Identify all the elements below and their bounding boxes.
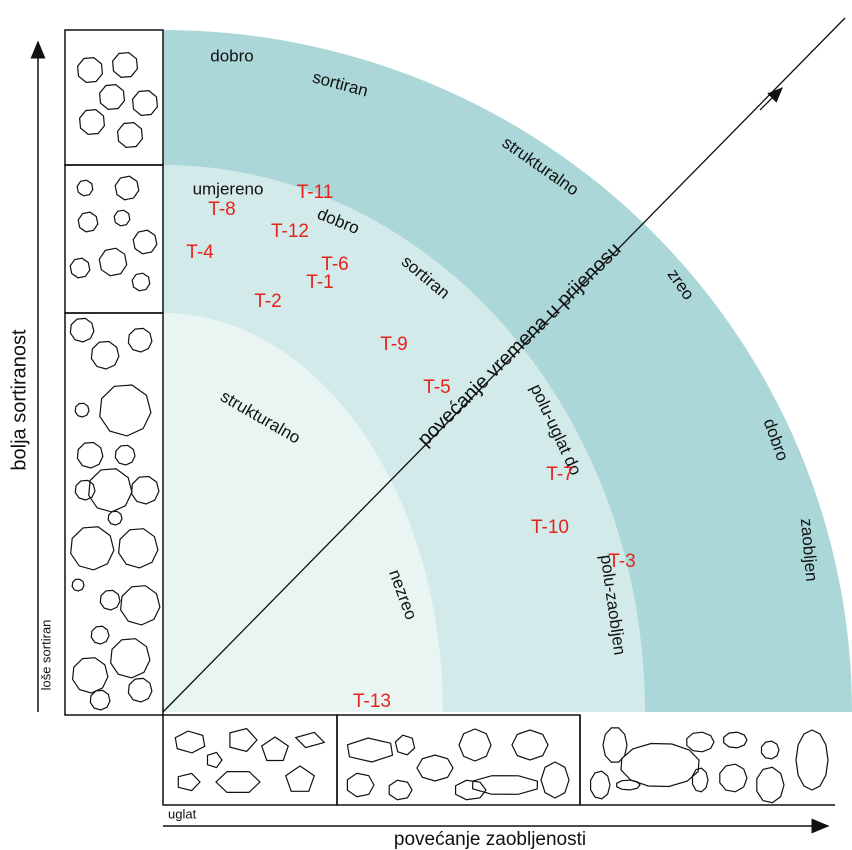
grain bbox=[795, 729, 829, 791]
grain bbox=[77, 211, 99, 233]
sample-label: T-13 bbox=[353, 691, 391, 712]
grain bbox=[69, 317, 95, 343]
grain bbox=[99, 589, 121, 611]
grain bbox=[90, 340, 120, 370]
grain bbox=[114, 175, 140, 201]
sample-label: T-12 bbox=[271, 221, 309, 242]
grain bbox=[127, 677, 153, 703]
grain bbox=[616, 779, 641, 791]
grain bbox=[540, 761, 570, 799]
y-note: loše sortiran bbox=[38, 620, 53, 691]
grain bbox=[455, 779, 487, 801]
grain bbox=[98, 83, 126, 111]
diagonal-arrow bbox=[759, 87, 783, 111]
sample-label: T-6 bbox=[321, 254, 348, 275]
grain bbox=[71, 578, 85, 592]
sample-label: T-9 bbox=[380, 334, 407, 355]
grain bbox=[76, 56, 104, 84]
sample-label: T-7 bbox=[546, 464, 573, 485]
grain bbox=[119, 585, 161, 626]
sample-label: T-5 bbox=[423, 377, 450, 398]
grain bbox=[74, 479, 96, 501]
sample-label: T-11 bbox=[297, 182, 334, 203]
grain bbox=[71, 657, 109, 694]
sample-label: T-8 bbox=[208, 199, 235, 220]
grain bbox=[229, 727, 258, 753]
grain bbox=[69, 257, 91, 279]
x-label: povećanje zaobljenosti bbox=[394, 829, 586, 850]
grain bbox=[78, 108, 106, 136]
grain bbox=[691, 767, 709, 793]
grain bbox=[107, 510, 123, 526]
grain bbox=[388, 779, 413, 801]
grain bbox=[284, 765, 316, 792]
grain bbox=[760, 740, 780, 760]
grain bbox=[458, 728, 492, 762]
grain bbox=[686, 731, 715, 753]
sample-label: T-1 bbox=[306, 272, 333, 293]
grain bbox=[620, 742, 700, 788]
sample-label: T-2 bbox=[254, 291, 281, 312]
grain bbox=[131, 89, 159, 117]
diagonal-line bbox=[162, 17, 846, 713]
zone-label: dobro bbox=[210, 46, 253, 65]
grain bbox=[589, 770, 611, 800]
grain bbox=[215, 770, 261, 794]
grain-shapes bbox=[69, 51, 829, 804]
grain bbox=[74, 402, 90, 418]
sample-label: T-4 bbox=[186, 242, 214, 263]
grain bbox=[111, 51, 139, 79]
grain bbox=[206, 751, 223, 769]
sample-label: T-3 bbox=[608, 551, 635, 572]
grain bbox=[117, 528, 159, 569]
grain bbox=[174, 730, 206, 754]
grain bbox=[346, 737, 394, 763]
sample-label: T-10 bbox=[531, 517, 569, 538]
zone-label: umjereno bbox=[193, 179, 264, 198]
grain bbox=[127, 327, 153, 353]
grain bbox=[116, 121, 144, 149]
grain bbox=[511, 729, 549, 761]
grain bbox=[113, 209, 131, 227]
grain bbox=[132, 229, 158, 255]
grain bbox=[88, 468, 133, 513]
grain bbox=[76, 441, 104, 469]
grain bbox=[260, 736, 290, 762]
grain bbox=[131, 272, 151, 292]
grain bbox=[98, 247, 128, 277]
grain bbox=[76, 179, 94, 197]
grain bbox=[70, 526, 115, 571]
grain bbox=[346, 772, 375, 798]
grain bbox=[177, 772, 201, 792]
grain bbox=[99, 384, 152, 437]
grain bbox=[294, 731, 326, 749]
grain bbox=[130, 475, 160, 505]
x-note: uglat bbox=[168, 806, 197, 821]
inner-zone bbox=[163, 313, 443, 712]
y-label: bolja sortiranost bbox=[8, 329, 30, 471]
grain bbox=[114, 444, 136, 466]
grain bbox=[602, 727, 628, 763]
grain bbox=[109, 638, 151, 679]
grain bbox=[394, 734, 416, 756]
grain bbox=[723, 731, 748, 749]
grain bbox=[90, 625, 110, 645]
frames bbox=[64, 29, 835, 806]
grain bbox=[89, 689, 111, 711]
grain bbox=[756, 766, 785, 804]
grain bbox=[416, 754, 454, 782]
grain bbox=[719, 763, 748, 793]
